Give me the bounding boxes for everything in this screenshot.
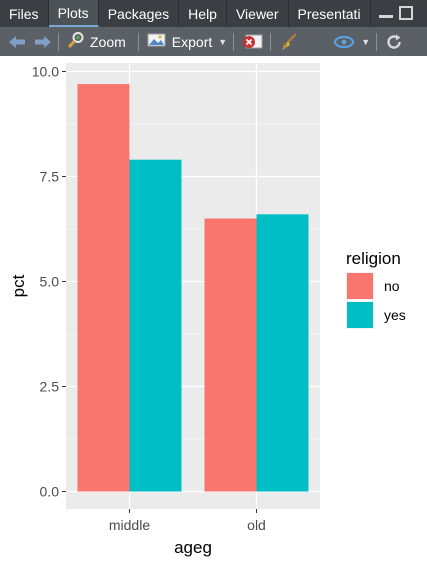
chevron-down-icon: ▼ <box>218 36 228 47</box>
maximize-pane-icon[interactable] <box>399 6 413 20</box>
x-axis-title: ageg <box>174 538 212 557</box>
bar-chart: 0.0 2.5 5.0 7.5 10.0 middle old pct ageg reli… <box>9 63 406 557</box>
toolbar-separator <box>58 32 59 51</box>
y-axis: 0.0 2.5 5.0 7.5 10.0 <box>32 64 66 500</box>
legend: religion no yes <box>346 249 406 329</box>
toolbar-separator <box>376 32 378 51</box>
toolbar-separator <box>270 32 272 51</box>
legend-label-no: no <box>384 278 400 294</box>
window-controls <box>379 6 413 20</box>
y-tick-label: 7.5 <box>40 169 60 185</box>
bar-yes-middle <box>129 159 182 492</box>
legend-label-yes: yes <box>384 307 406 323</box>
legend-swatch-no <box>347 273 373 299</box>
tab-viewer[interactable]: Viewer <box>227 0 289 27</box>
export-image-icon <box>147 32 167 51</box>
toolbar-separator <box>137 32 139 51</box>
tab-help[interactable]: Help <box>179 0 227 27</box>
chevron-down-icon: ▼ <box>361 36 371 47</box>
y-tick-label: 5.0 <box>40 274 60 290</box>
refresh-icon[interactable] <box>385 30 403 54</box>
tab-plots[interactable]: Plots <box>48 0 99 27</box>
forward-arrow-icon[interactable] <box>34 30 52 54</box>
tab-packages[interactable]: Packages <box>99 0 180 27</box>
export-button[interactable]: Export ▼ <box>147 30 227 54</box>
y-axis-title: pct <box>9 274 28 297</box>
remove-plot-icon[interactable] <box>242 30 264 54</box>
y-tick-label: 0.0 <box>40 484 60 500</box>
bar-yes-old <box>256 214 309 492</box>
minimize-pane-icon[interactable] <box>379 6 393 18</box>
pane-tab-bar: Files Plots Packages Help Viewer Present… <box>0 0 427 27</box>
y-tick-label: 10.0 <box>32 64 59 80</box>
x-tick-label: middle <box>109 517 150 533</box>
x-axis: middle old <box>109 509 266 533</box>
back-arrow-icon[interactable] <box>8 30 26 54</box>
zoom-label: Zoom <box>90 33 126 50</box>
tab-files[interactable]: Files <box>0 0 49 27</box>
legend-swatch-yes <box>347 302 373 328</box>
zoom-magnifier-icon <box>67 31 85 52</box>
x-tick-label: old <box>247 517 266 533</box>
export-label: Export <box>171 33 213 50</box>
plots-toolbar: Zoom Export ▼ ▼ <box>0 27 427 56</box>
zoom-button[interactable]: Zoom <box>67 30 126 54</box>
publish-icon[interactable]: ▼ <box>333 30 370 54</box>
plot-area: 0.0 2.5 5.0 7.5 10.0 middle old pct ageg reli… <box>0 56 427 557</box>
bar-no-middle <box>77 84 130 492</box>
tab-presentation[interactable]: Presentati <box>289 0 371 27</box>
toolbar-separator <box>233 32 235 51</box>
clear-all-broom-icon[interactable] <box>279 30 299 54</box>
y-tick-label: 2.5 <box>40 379 60 395</box>
legend-title: religion <box>346 249 401 268</box>
bar-no-old <box>204 218 257 492</box>
bars <box>77 84 309 492</box>
